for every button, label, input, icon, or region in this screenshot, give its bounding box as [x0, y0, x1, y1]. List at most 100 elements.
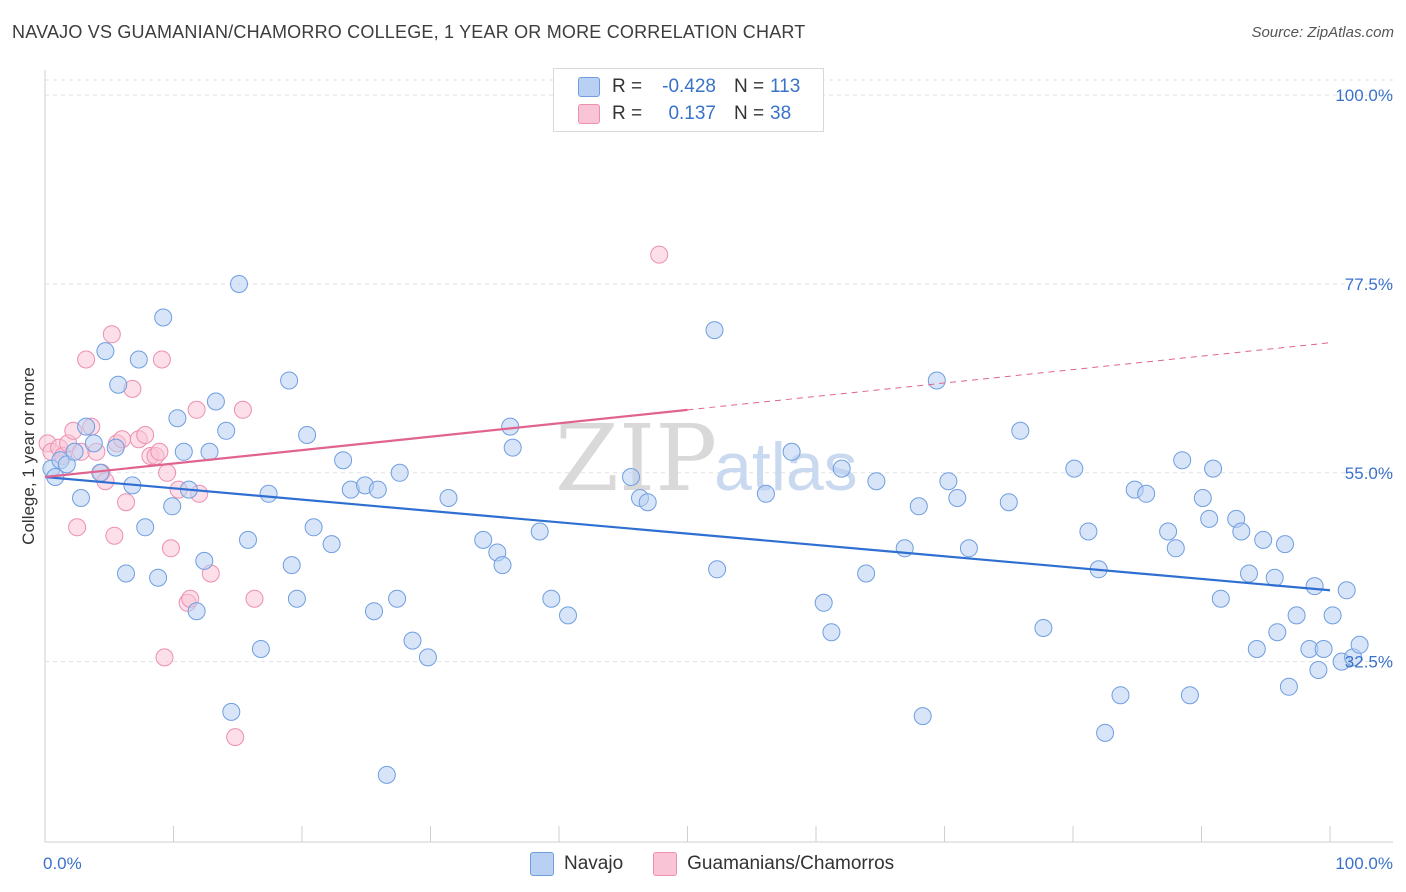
navajo-point[interactable]: [96, 342, 115, 361]
navajo-point[interactable]: [1096, 723, 1115, 742]
navajo-point[interactable]: [168, 409, 187, 428]
navajo-point[interactable]: [1323, 606, 1342, 625]
navajo-point[interactable]: [1350, 635, 1369, 654]
navajo-point[interactable]: [206, 392, 225, 411]
navajo-point[interactable]: [909, 497, 928, 516]
navajo-point[interactable]: [377, 765, 396, 784]
navajo-point[interactable]: [1240, 564, 1258, 583]
navajo-point[interactable]: [1200, 509, 1219, 528]
navajo-point[interactable]: [280, 371, 299, 390]
guamanian-point[interactable]: [226, 728, 245, 747]
navajo-point[interactable]: [334, 451, 353, 470]
navajo-point[interactable]: [251, 640, 270, 658]
guamanian-point[interactable]: [77, 350, 96, 369]
navajo-point[interactable]: [1287, 606, 1306, 625]
navajo-point[interactable]: [129, 350, 148, 369]
navajo-point[interactable]: [388, 589, 407, 608]
navajo-point[interactable]: [1079, 522, 1098, 541]
navajo-point[interactable]: [503, 438, 522, 457]
navajo-point[interactable]: [304, 518, 323, 537]
navajo-point[interactable]: [1211, 589, 1230, 608]
navajo-point[interactable]: [298, 426, 317, 444]
navajo-point[interactable]: [1247, 640, 1266, 658]
navajo-point[interactable]: [149, 568, 168, 587]
navajo-point[interactable]: [136, 518, 155, 537]
guamanian-point[interactable]: [233, 400, 252, 419]
navajo-point[interactable]: [259, 484, 278, 503]
navajo-point[interactable]: [913, 707, 932, 726]
navajo-point[interactable]: [84, 434, 103, 453]
navajo-point[interactable]: [756, 484, 775, 503]
navajo-point[interactable]: [1265, 568, 1284, 587]
navajo-point[interactable]: [368, 480, 387, 499]
navajo-point[interactable]: [239, 530, 257, 549]
navajo-point[interactable]: [117, 564, 135, 583]
navajo-point[interactable]: [948, 489, 967, 507]
guamanian-point[interactable]: [245, 589, 264, 608]
guamanian-point[interactable]: [152, 350, 171, 369]
navajo-point[interactable]: [622, 468, 640, 486]
navajo-point[interactable]: [1034, 619, 1053, 637]
navajo-point[interactable]: [814, 593, 833, 612]
guamanian-point[interactable]: [68, 518, 87, 537]
navajo-point[interactable]: [1279, 677, 1298, 696]
navajo-point[interactable]: [287, 589, 306, 608]
navajo-point[interactable]: [493, 556, 512, 575]
navajo-point[interactable]: [109, 375, 128, 394]
navajo-point[interactable]: [1232, 522, 1251, 541]
guamanian-point[interactable]: [650, 245, 669, 264]
navajo-point[interactable]: [390, 463, 409, 482]
navajo-point[interactable]: [939, 472, 958, 491]
navajo-point[interactable]: [418, 648, 437, 667]
navajo-point[interactable]: [530, 522, 549, 541]
navajo-point[interactable]: [1193, 489, 1212, 507]
navajo-point[interactable]: [559, 606, 577, 625]
navajo-point[interactable]: [1159, 522, 1178, 541]
navajo-point[interactable]: [832, 459, 851, 478]
navajo-point[interactable]: [154, 308, 173, 327]
guamanian-point[interactable]: [150, 442, 169, 461]
navajo-point[interactable]: [927, 371, 946, 390]
navajo-point[interactable]: [322, 535, 341, 554]
navajo-point[interactable]: [1111, 686, 1130, 705]
navajo-point[interactable]: [439, 489, 458, 507]
navajo-point[interactable]: [705, 321, 724, 340]
guamanian-point[interactable]: [187, 400, 206, 419]
guamanian-point[interactable]: [105, 526, 124, 545]
navajo-point[interactable]: [195, 551, 214, 570]
guamanian-point[interactable]: [161, 539, 180, 558]
navajo-point[interactable]: [474, 530, 493, 549]
navajo-point[interactable]: [782, 442, 801, 461]
navajo-point[interactable]: [174, 442, 193, 461]
navajo-point[interactable]: [867, 472, 886, 491]
navajo-point[interactable]: [1180, 686, 1199, 705]
navajo-point[interactable]: [708, 560, 727, 579]
navajo-point[interactable]: [999, 493, 1018, 512]
navajo-point[interactable]: [1276, 535, 1294, 554]
navajo-point[interactable]: [857, 564, 876, 583]
navajo-point[interactable]: [1309, 661, 1328, 679]
navajo-point[interactable]: [1065, 459, 1084, 478]
navajo-point[interactable]: [187, 602, 206, 621]
navajo-point[interactable]: [1011, 421, 1030, 440]
navajo-point[interactable]: [1166, 539, 1185, 558]
navajo-point[interactable]: [822, 623, 841, 642]
navajo-point[interactable]: [282, 556, 301, 575]
navajo-point[interactable]: [501, 417, 520, 436]
navajo-point[interactable]: [1173, 451, 1192, 470]
navajo-point[interactable]: [1254, 530, 1273, 549]
navajo-point[interactable]: [106, 438, 125, 457]
navajo-point[interactable]: [72, 489, 90, 507]
navajo-point[interactable]: [638, 493, 657, 512]
guamanian-point[interactable]: [136, 426, 155, 444]
navajo-point[interactable]: [230, 275, 248, 293]
navajo-point[interactable]: [403, 631, 422, 650]
navajo-point[interactable]: [365, 602, 383, 621]
navajo-point[interactable]: [77, 417, 96, 436]
navajo-point[interactable]: [222, 702, 241, 721]
guamanian-point[interactable]: [158, 463, 177, 482]
navajo-point[interactable]: [542, 589, 561, 608]
navajo-point[interactable]: [200, 442, 219, 461]
legend-item-guamanians[interactable]: Guamanians/Chamorros: [653, 852, 894, 876]
guamanian-point[interactable]: [117, 493, 135, 512]
